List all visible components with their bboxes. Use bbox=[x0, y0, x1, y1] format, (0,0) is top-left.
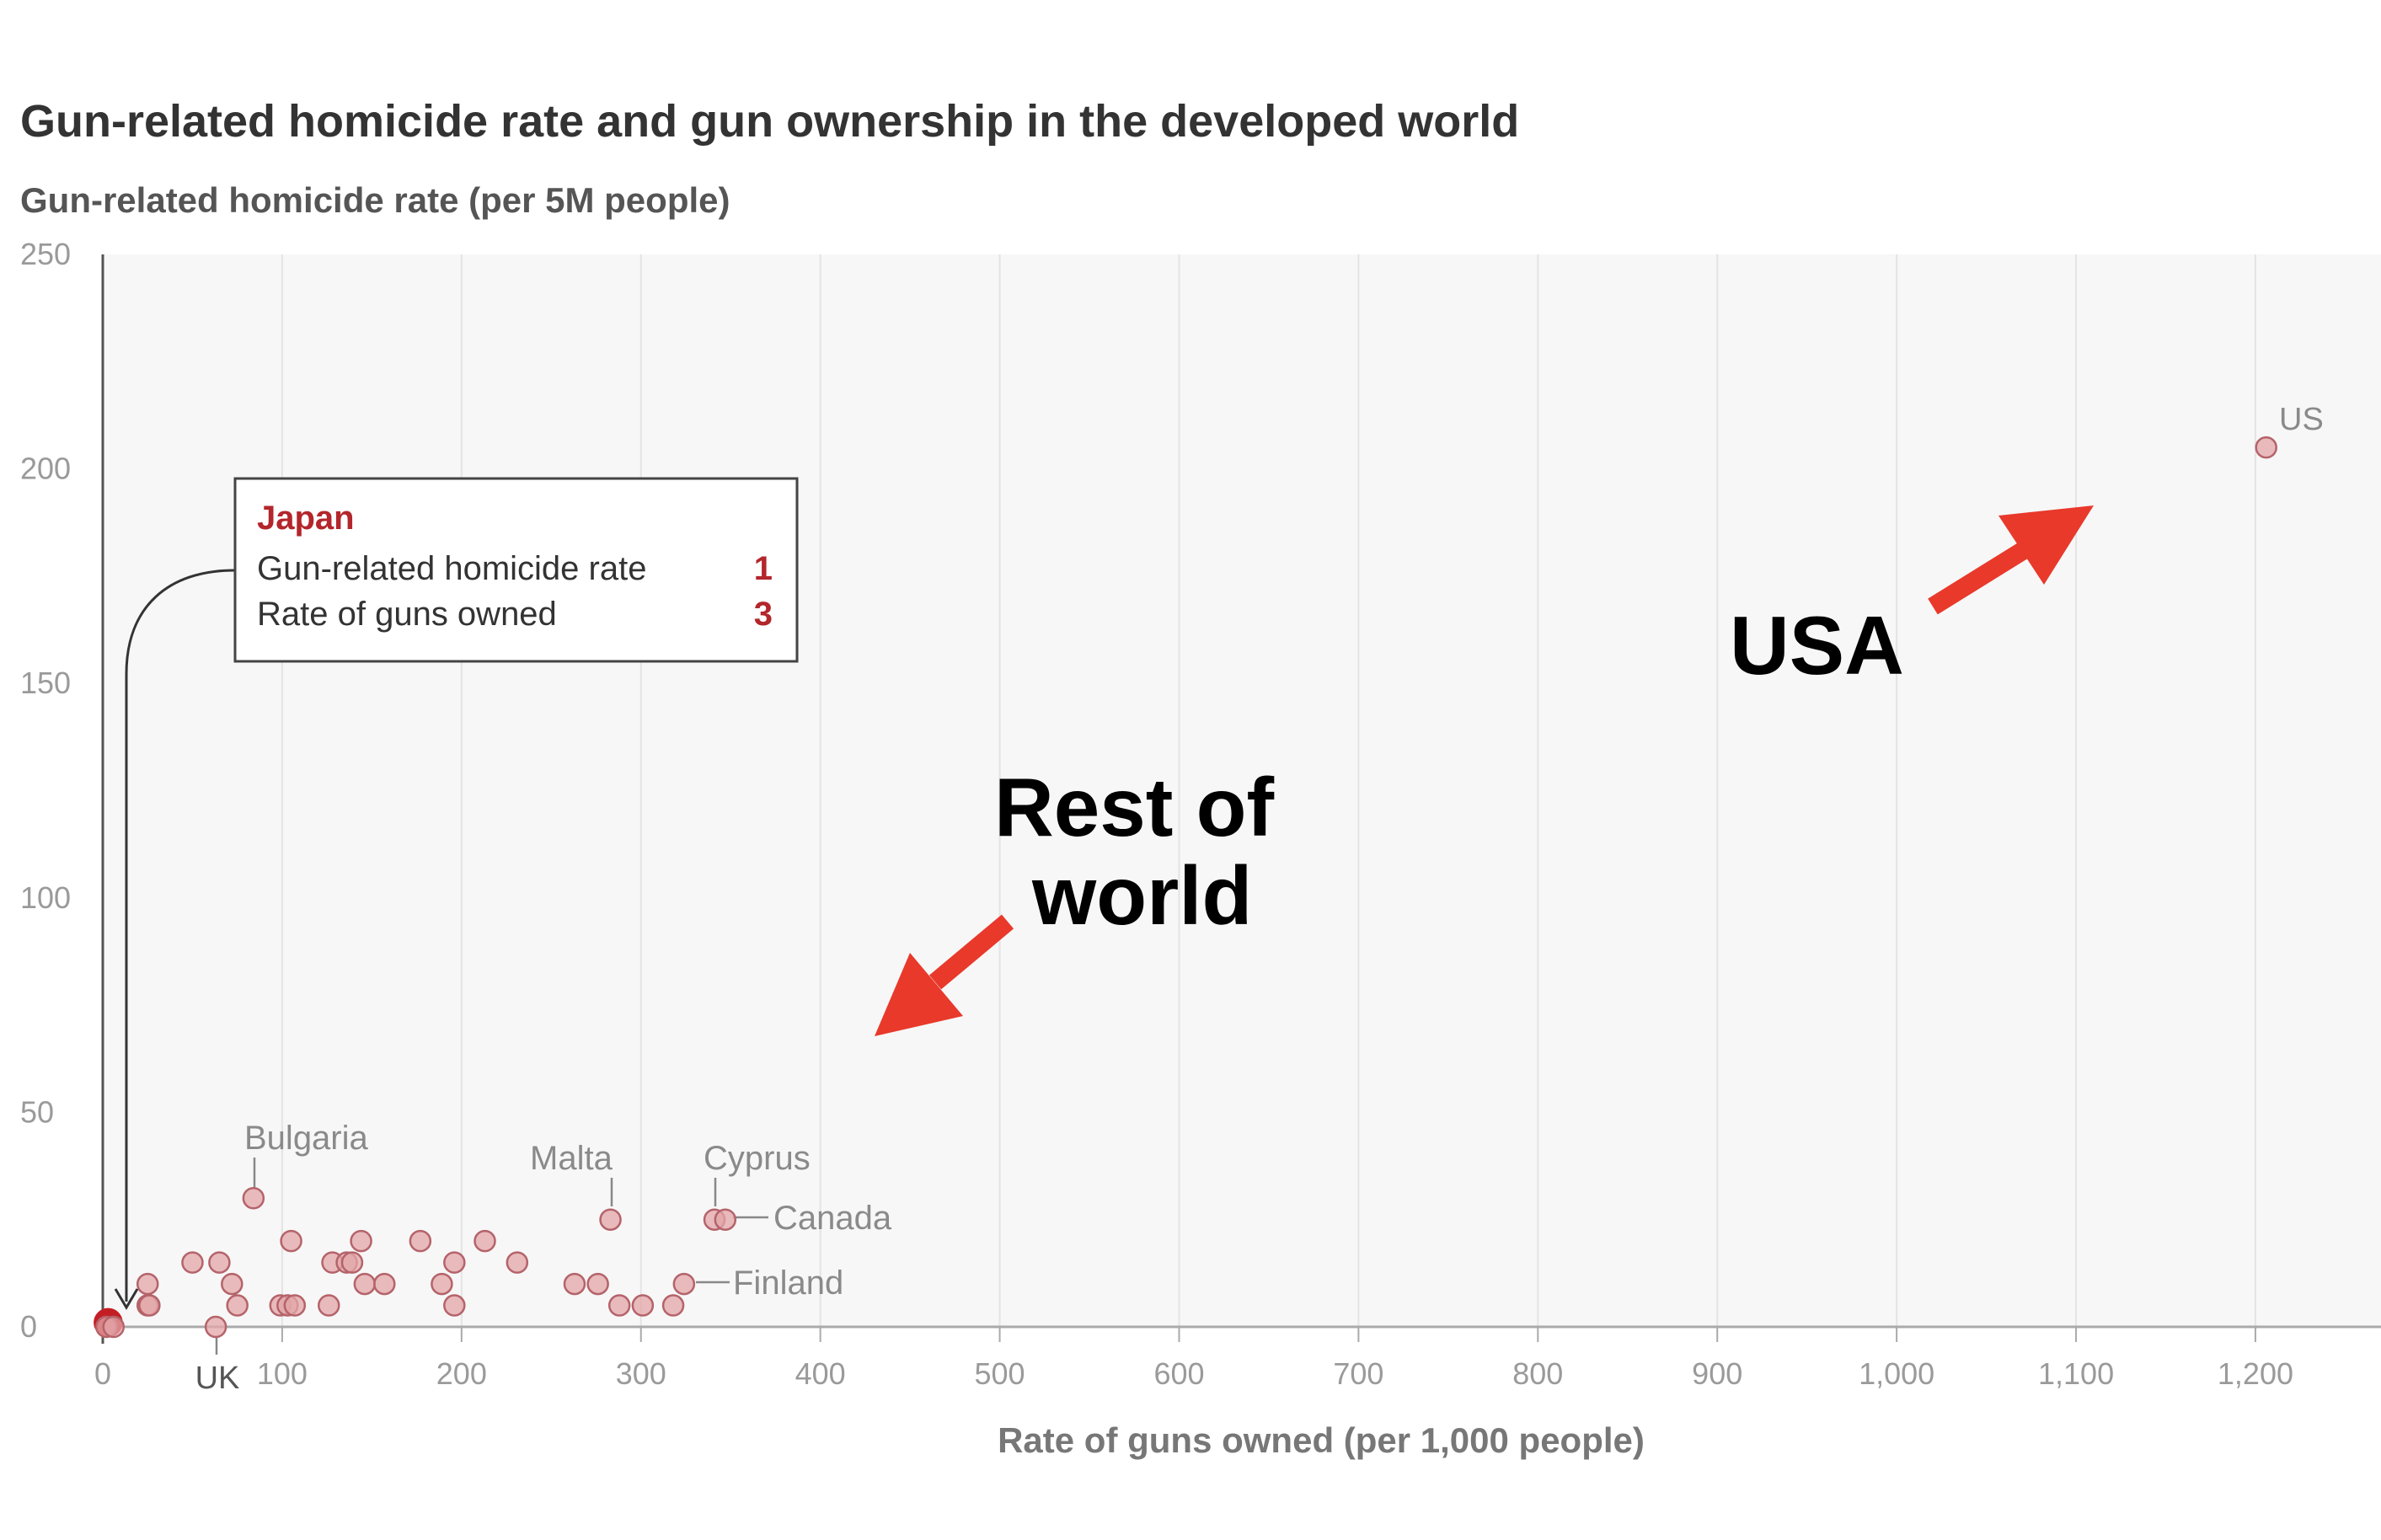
data-point[interactable] bbox=[586, 1272, 609, 1296]
data-point[interactable] bbox=[431, 1272, 453, 1296]
data-point[interactable] bbox=[607, 1294, 631, 1317]
label-finland: Finland bbox=[733, 1265, 843, 1302]
x-tick-label: 700 bbox=[1333, 1356, 1383, 1391]
tooltip-row1-label: Gun-related homicide rate bbox=[257, 550, 646, 587]
x-axis-ticks: 0 100 200 300 400 500 600 700 800 900 1,000 1,100 1,… bbox=[94, 1327, 2293, 1391]
chart-title: Gun-related homicide rate and gun owners… bbox=[20, 96, 1519, 147]
data-point[interactable] bbox=[204, 1315, 227, 1339]
x-axis-title: Rate of guns owned (per 1,000 people) bbox=[998, 1420, 1645, 1460]
data-point[interactable] bbox=[283, 1294, 307, 1317]
data-point[interactable] bbox=[373, 1272, 396, 1296]
data-point[interactable] bbox=[631, 1294, 655, 1317]
x-tick-label: 800 bbox=[1512, 1356, 1563, 1391]
label-leaders bbox=[215, 1158, 768, 1355]
grid bbox=[281, 254, 2256, 1327]
data-point[interactable] bbox=[242, 1186, 265, 1210]
tooltip-connector-arrowhead bbox=[114, 1288, 139, 1310]
scatter-points bbox=[94, 436, 2277, 1339]
data-point[interactable] bbox=[280, 1229, 302, 1253]
arrow-usa-head bbox=[1998, 505, 2094, 585]
y-tick-label: 100 bbox=[20, 880, 71, 915]
x-tick-label: 100 bbox=[257, 1356, 308, 1391]
x-tick-label: 600 bbox=[1153, 1356, 1204, 1391]
data-point[interactable] bbox=[340, 1251, 364, 1274]
annotation-rest-line1: Rest of bbox=[994, 761, 1275, 853]
data-point[interactable] bbox=[599, 1208, 622, 1231]
x-tick-label: 0 bbox=[94, 1356, 111, 1391]
tooltip-connector bbox=[125, 569, 235, 1302]
label-bulgaria: Bulgaria bbox=[244, 1120, 369, 1157]
data-point[interactable] bbox=[2255, 436, 2277, 459]
y-tick-label: 0 bbox=[20, 1309, 37, 1344]
data-point[interactable] bbox=[443, 1294, 466, 1317]
label-malta: Malta bbox=[530, 1140, 613, 1177]
x-tick-label: 500 bbox=[975, 1356, 1025, 1391]
chart-subtitle: Gun-related homicide rate (per 5M people… bbox=[20, 180, 730, 220]
arrow-rest-shaft bbox=[928, 914, 1014, 990]
y-tick-label: 150 bbox=[20, 666, 71, 700]
data-point[interactable] bbox=[136, 1272, 159, 1296]
annotation-rest-line2: world bbox=[1031, 849, 1252, 942]
label-uk: UK bbox=[195, 1361, 240, 1396]
data-point[interactable] bbox=[506, 1251, 529, 1274]
arrow-rest-head bbox=[875, 953, 963, 1036]
x-tick-label: 300 bbox=[616, 1356, 666, 1391]
x-tick-label: 900 bbox=[1692, 1356, 1742, 1391]
data-point[interactable] bbox=[409, 1229, 432, 1253]
data-point[interactable] bbox=[563, 1272, 586, 1296]
data-point[interactable] bbox=[353, 1272, 377, 1296]
tooltip-box bbox=[233, 477, 799, 663]
tooltip-japan: Japan Gun-related homicide rate 1 Rate o… bbox=[233, 477, 799, 663]
label-canada: Canada bbox=[773, 1200, 892, 1237]
tooltip-row1-value: 1 bbox=[754, 550, 773, 587]
y-axis-ticks: 0 50 100 150 200 250 bbox=[20, 237, 71, 1344]
data-point[interactable] bbox=[661, 1294, 685, 1317]
data-point[interactable] bbox=[221, 1272, 243, 1296]
data-point[interactable] bbox=[138, 1294, 161, 1317]
tooltip-row2-label: Rate of guns owned bbox=[257, 596, 557, 633]
data-point[interactable] bbox=[208, 1251, 231, 1274]
data-point[interactable] bbox=[714, 1208, 737, 1231]
x-tick-label: 1,000 bbox=[1859, 1356, 1934, 1391]
y-tick-label: 200 bbox=[20, 452, 71, 486]
y-tick-label: 50 bbox=[20, 1094, 54, 1129]
data-point[interactable] bbox=[181, 1251, 204, 1274]
data-point[interactable] bbox=[672, 1272, 696, 1296]
data-point[interactable] bbox=[350, 1229, 372, 1253]
annotation-usa: USA bbox=[1730, 599, 1904, 692]
data-point[interactable] bbox=[318, 1294, 340, 1317]
tooltip-row2-value: 3 bbox=[754, 596, 773, 633]
arrow-to-rest bbox=[875, 914, 1014, 1036]
arrow-to-usa bbox=[1928, 505, 2094, 615]
tooltip-country: Japan bbox=[257, 500, 355, 537]
data-point[interactable] bbox=[102, 1315, 126, 1339]
x-tick-label: 1,100 bbox=[2038, 1356, 2114, 1391]
data-point[interactable] bbox=[226, 1294, 249, 1317]
plot-background bbox=[103, 254, 2381, 1327]
label-cyprus: Cyprus bbox=[704, 1140, 811, 1177]
x-tick-label: 400 bbox=[795, 1356, 846, 1391]
y-tick-label: 250 bbox=[20, 237, 71, 271]
x-tick-label: 200 bbox=[436, 1356, 487, 1391]
data-point[interactable] bbox=[443, 1251, 466, 1274]
x-tick-label: 1,200 bbox=[2218, 1356, 2293, 1391]
label-us: US bbox=[2279, 402, 2324, 437]
arrow-usa-shaft bbox=[1928, 537, 2036, 615]
data-point[interactable] bbox=[474, 1229, 496, 1253]
